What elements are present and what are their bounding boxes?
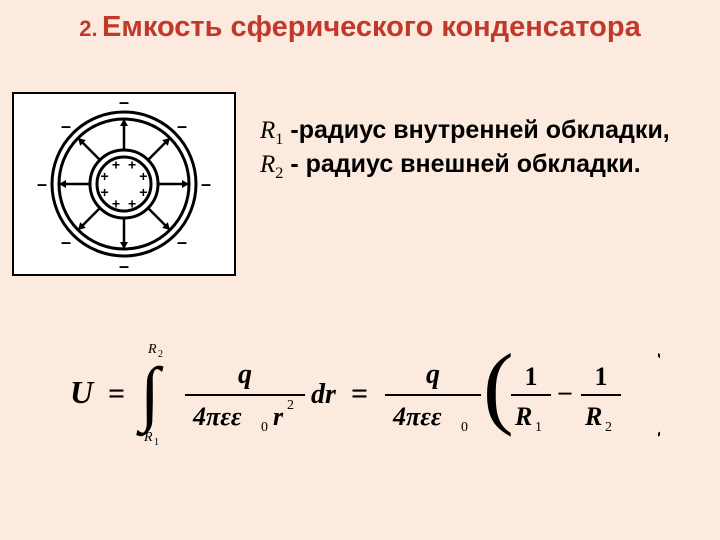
svg-text:–: – — [119, 94, 129, 112]
r1-text: радиус внутренней обкладки, — [299, 116, 670, 144]
svg-text:r: r — [273, 402, 284, 431]
svg-text:1: 1 — [154, 437, 159, 448]
svg-text:dr: dr — [311, 379, 337, 410]
svg-text:+: + — [139, 184, 147, 200]
svg-text:2: 2 — [605, 420, 612, 435]
title-label: 2. — [79, 16, 97, 41]
svg-text:(: ( — [483, 335, 514, 437]
svg-text:–: – — [201, 174, 211, 194]
svg-text:+: + — [128, 157, 136, 173]
svg-text:): ) — [655, 335, 660, 437]
svg-text:–: – — [61, 116, 71, 136]
svg-text:−: − — [557, 379, 573, 410]
svg-text:2: 2 — [158, 349, 163, 360]
svg-text:–: – — [177, 116, 187, 136]
svg-text:R: R — [143, 430, 153, 445]
r1-symbol: R1 — [260, 117, 283, 144]
svg-text:+: + — [128, 195, 136, 211]
svg-text:–: – — [119, 256, 129, 274]
svg-text:4πεε: 4πεε — [392, 402, 442, 431]
svg-text:U: U — [70, 374, 95, 410]
r2-dash: - — [283, 150, 305, 178]
svg-text:1: 1 — [535, 420, 542, 435]
r2-symbol: R2 — [260, 151, 283, 178]
svg-text:–: – — [61, 232, 71, 252]
slide: 2. Емкость сферического конденсатора +++… — [0, 0, 720, 540]
capacitor-diagram: ++++++++–––––––– — [12, 92, 236, 276]
svg-text:q: q — [426, 359, 440, 390]
r2-text: радиус внешней обкладки. — [306, 150, 641, 178]
svg-text:+: + — [101, 184, 109, 200]
svg-text:+: + — [112, 157, 120, 173]
svg-text:0: 0 — [261, 420, 268, 435]
svg-text:–: – — [37, 174, 47, 194]
svg-text:+: + — [139, 168, 147, 184]
svg-text:–: – — [177, 232, 187, 252]
svg-text:=: = — [351, 377, 368, 410]
svg-text:=: = — [108, 377, 125, 410]
svg-text:q: q — [238, 359, 252, 390]
svg-text:R: R — [584, 402, 602, 431]
svg-text:0: 0 — [461, 420, 468, 435]
r1-dash: - — [283, 116, 298, 144]
svg-text:+: + — [101, 168, 109, 184]
svg-text:2: 2 — [287, 398, 294, 413]
svg-text:+: + — [112, 195, 120, 211]
svg-text:R: R — [514, 402, 532, 431]
formula: U=∫R2R1q4πεε0r2dr=q4πεε0()1R1−1R2 — [60, 320, 660, 470]
title-main: Емкость сферического конденсатора — [102, 11, 641, 43]
svg-text:∫: ∫ — [136, 353, 164, 437]
svg-text:1: 1 — [525, 362, 538, 391]
svg-text:R: R — [147, 342, 157, 357]
radii-description: R1 -радиус внутренней обкладки, R2 - рад… — [260, 115, 710, 184]
svg-text:4πεε: 4πεε — [192, 402, 242, 431]
svg-text:1: 1 — [595, 362, 608, 391]
slide-title: 2. Емкость сферического конденсатора — [0, 10, 720, 45]
